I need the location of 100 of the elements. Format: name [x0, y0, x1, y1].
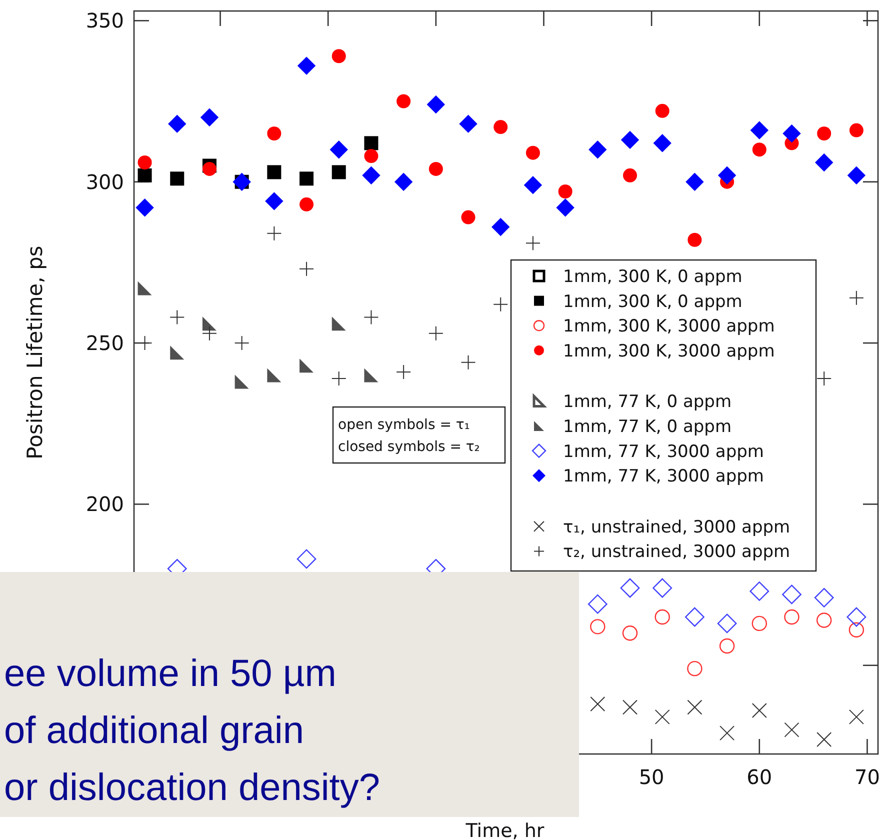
point [814, 588, 834, 608]
point [267, 126, 282, 140]
point [654, 709, 670, 724]
point [364, 149, 378, 164]
point [588, 140, 607, 159]
point [784, 722, 800, 738]
point [526, 146, 540, 160]
point [816, 612, 832, 628]
point [652, 578, 672, 598]
point [138, 156, 152, 170]
point [717, 614, 737, 634]
point [848, 622, 864, 638]
annotation: open symbols = τ₁ [338, 417, 470, 433]
point [265, 192, 284, 210]
legend-label: 1mm, 300 K, 3000 appm [563, 316, 775, 337]
point [138, 168, 152, 182]
text: or dislocation density? [4, 767, 380, 809]
legend-label: 1mm, 77 K, 0 appm [563, 417, 732, 437]
legend-label: τ₁, unstrained, 3000 appm [563, 517, 790, 538]
legend-label: 1mm, 300 K, 0 appm [563, 292, 742, 312]
y-tick-label: 300 [86, 170, 124, 194]
point [202, 326, 217, 341]
point [556, 198, 574, 217]
point [654, 609, 670, 625]
point [558, 184, 572, 199]
point [364, 368, 378, 382]
legend-label: 1mm, 300 K, 0 appm [563, 267, 742, 287]
y-tick-label: 350 [86, 8, 124, 33]
legend-label: 1mm, 77 K, 0 appm [563, 392, 732, 412]
annotation: of additional grain [4, 710, 304, 752]
point [524, 176, 542, 194]
x-tick-label: 60 [746, 765, 772, 789]
point [525, 236, 540, 251]
point [718, 166, 736, 184]
point [266, 226, 282, 241]
point [590, 619, 606, 634]
x-tick-label: 50 [638, 765, 664, 789]
point [622, 700, 638, 715]
point [653, 134, 672, 152]
point [364, 310, 379, 325]
point [782, 584, 802, 604]
point [394, 172, 413, 191]
point [620, 130, 640, 150]
point [332, 316, 346, 331]
point [300, 197, 314, 212]
point [202, 316, 216, 331]
point [332, 49, 346, 64]
point [170, 310, 185, 325]
point [720, 726, 735, 741]
point [847, 166, 866, 184]
point [816, 732, 832, 747]
point [494, 120, 508, 134]
point [168, 114, 186, 133]
point [459, 114, 478, 133]
point [296, 549, 316, 569]
point [817, 126, 832, 140]
point [138, 281, 152, 296]
point [752, 616, 767, 632]
point [493, 296, 508, 312]
point [750, 121, 768, 140]
point [750, 582, 770, 601]
point [426, 95, 446, 114]
point [590, 696, 606, 712]
point [234, 374, 249, 389]
point [688, 232, 702, 247]
point [620, 578, 640, 598]
point [782, 124, 801, 143]
point [170, 172, 184, 186]
point [300, 358, 314, 373]
x-axis-title: Time, hr [464, 820, 544, 840]
point [170, 346, 184, 360]
point [588, 594, 608, 614]
legend-label: 1mm, 77 K, 3000 appm [563, 466, 764, 487]
point [848, 290, 864, 306]
annotation: ee volume in 50 µm [4, 653, 336, 695]
point [492, 218, 510, 236]
point [752, 702, 767, 718]
point [300, 172, 314, 186]
point [299, 261, 314, 276]
point [686, 172, 704, 191]
legend-label: 1mm, 77 K, 3000 appm [563, 442, 764, 462]
annotation: closed symbols = τ₂ [338, 439, 480, 455]
y-axis-title: Positron Lifetime, ps [23, 246, 47, 460]
point [848, 709, 864, 724]
point [267, 165, 282, 180]
legend-label: τ₂, unstrained, 3000 appm [563, 542, 790, 562]
point [719, 638, 735, 654]
point [396, 94, 411, 108]
point [200, 108, 219, 126]
point [297, 56, 316, 75]
point [461, 210, 476, 224]
point [655, 104, 670, 118]
point [752, 142, 766, 157]
point [460, 354, 476, 370]
point [622, 626, 638, 641]
point [428, 162, 443, 176]
legend-label: 1mm, 300 K, 3000 appm [563, 341, 775, 362]
point [364, 136, 378, 150]
point [332, 165, 346, 180]
point [428, 326, 444, 341]
